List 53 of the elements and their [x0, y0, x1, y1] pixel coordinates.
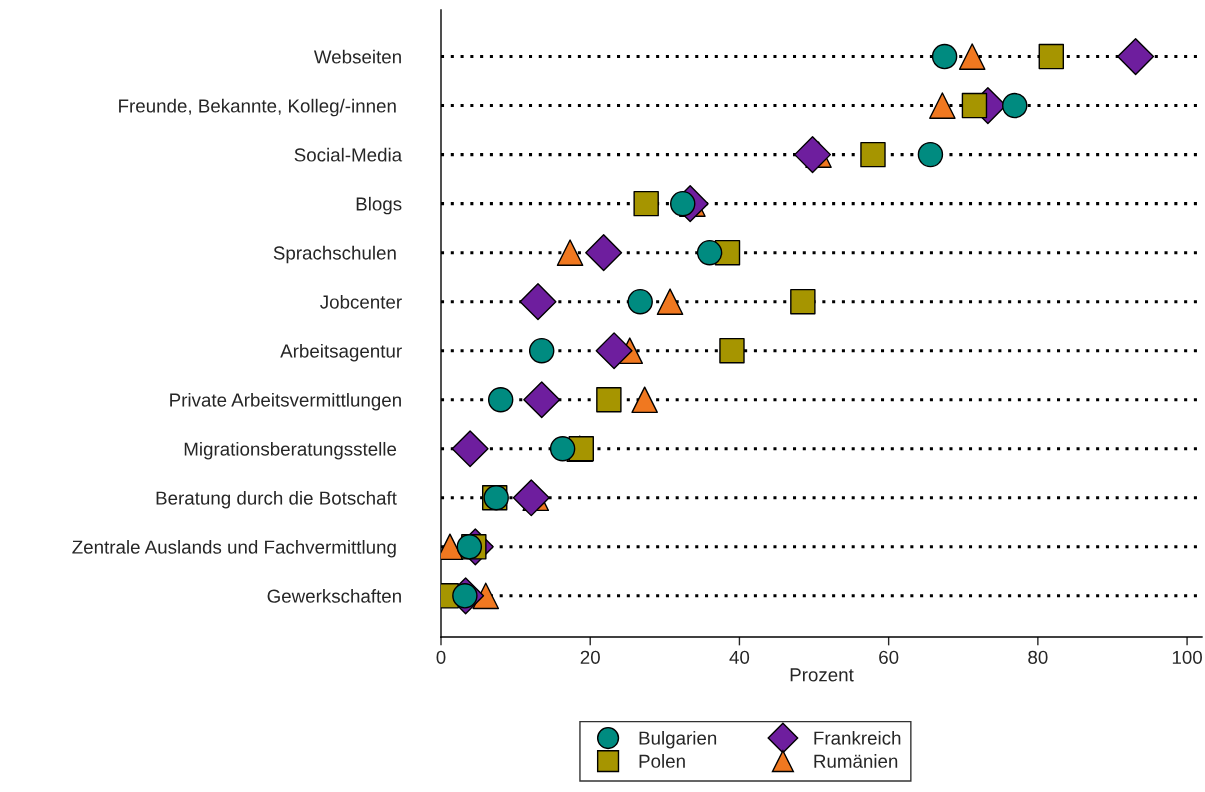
- point: [556, 239, 584, 266]
- point: [917, 141, 944, 168]
- point: [1038, 43, 1065, 70]
- legend-label: Rumänien: [814, 754, 898, 768]
- point: [595, 332, 633, 370]
- y-tick-label: Freunde, Bekannte, Kolleg/-innen: [119, 98, 396, 117]
- y-tick-label: Zentrale Auslands und Fachvermittlung: [72, 540, 396, 558]
- point: [528, 337, 555, 364]
- x-tick-label: 60: [879, 650, 899, 664]
- point: [1002, 92, 1028, 119]
- point: [794, 136, 832, 174]
- y-tick-label: Gewerkschaften: [267, 589, 401, 603]
- point: [1117, 38, 1155, 76]
- y-tick-label: Sprachschulen: [273, 245, 396, 264]
- point: [523, 381, 561, 419]
- point: [931, 43, 958, 70]
- legend-label: Frankreich: [814, 730, 901, 745]
- y-tick-label: Migrationsberatungsstelle: [184, 441, 397, 460]
- point: [451, 430, 489, 468]
- legend-label: Polen: [639, 754, 685, 768]
- legend-label: Bulgarien: [639, 730, 717, 749]
- point: [631, 386, 658, 414]
- point: [512, 479, 550, 517]
- point: [656, 288, 684, 315]
- point: [719, 337, 745, 364]
- point: [696, 239, 723, 266]
- point: [596, 387, 622, 413]
- x-tick-label: 40: [729, 650, 750, 664]
- point: [929, 92, 956, 119]
- point: [633, 190, 659, 217]
- x-tick-label: 80: [1028, 650, 1048, 664]
- x-axis-title: Prozent: [790, 668, 854, 682]
- point: [549, 436, 576, 462]
- y-tick-label: Social-Media: [294, 147, 403, 162]
- y-tick-label: Blogs: [356, 196, 402, 215]
- y-tick-label: Beratung durch die Botschaft: [156, 490, 397, 509]
- point: [627, 288, 653, 315]
- point: [519, 283, 557, 321]
- point: [456, 534, 483, 560]
- point: [585, 234, 623, 272]
- y-tick-label: Webseiten: [313, 49, 401, 64]
- point: [790, 288, 816, 315]
- point: [487, 387, 514, 413]
- point: [958, 43, 986, 70]
- x-tick-label: 20: [580, 650, 600, 664]
- y-tick-label: Private Arbeitsvermittlungen: [170, 392, 401, 411]
- point: [860, 141, 886, 168]
- point: [961, 92, 988, 119]
- x-tick-label: 100: [1172, 650, 1202, 664]
- y-tick-label: Arbeitsagentur: [280, 343, 402, 362]
- x-tick-label: 0: [436, 650, 446, 664]
- point: [670, 190, 696, 217]
- y-tick-label: Jobcenter: [320, 294, 402, 309]
